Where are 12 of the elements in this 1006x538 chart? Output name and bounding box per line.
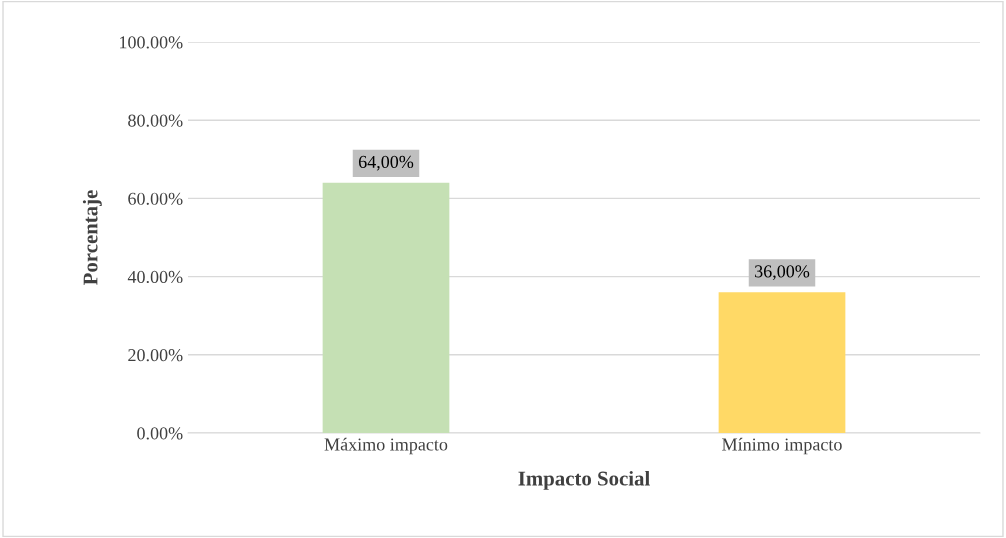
y-tick-label: 0.00% <box>137 427 183 440</box>
x-tick-label: Máximo impacto <box>324 437 448 455</box>
x-tick-label: Mínimo impacto <box>722 437 842 455</box>
y-tick-label: 100.00% <box>120 36 183 49</box>
y-axis-title: Porcentaje <box>82 190 102 285</box>
y-tick-label: 60.00% <box>128 192 183 205</box>
y-tick-label: 20.00% <box>128 349 183 362</box>
y-tick-label: 80.00% <box>128 114 183 127</box>
data-label: 36,00% <box>755 265 810 281</box>
x-axis-title: Impacto Social <box>518 470 650 490</box>
y-tick-label: 40.00% <box>127 270 183 284</box>
data-label: 64,00% <box>358 155 414 171</box>
